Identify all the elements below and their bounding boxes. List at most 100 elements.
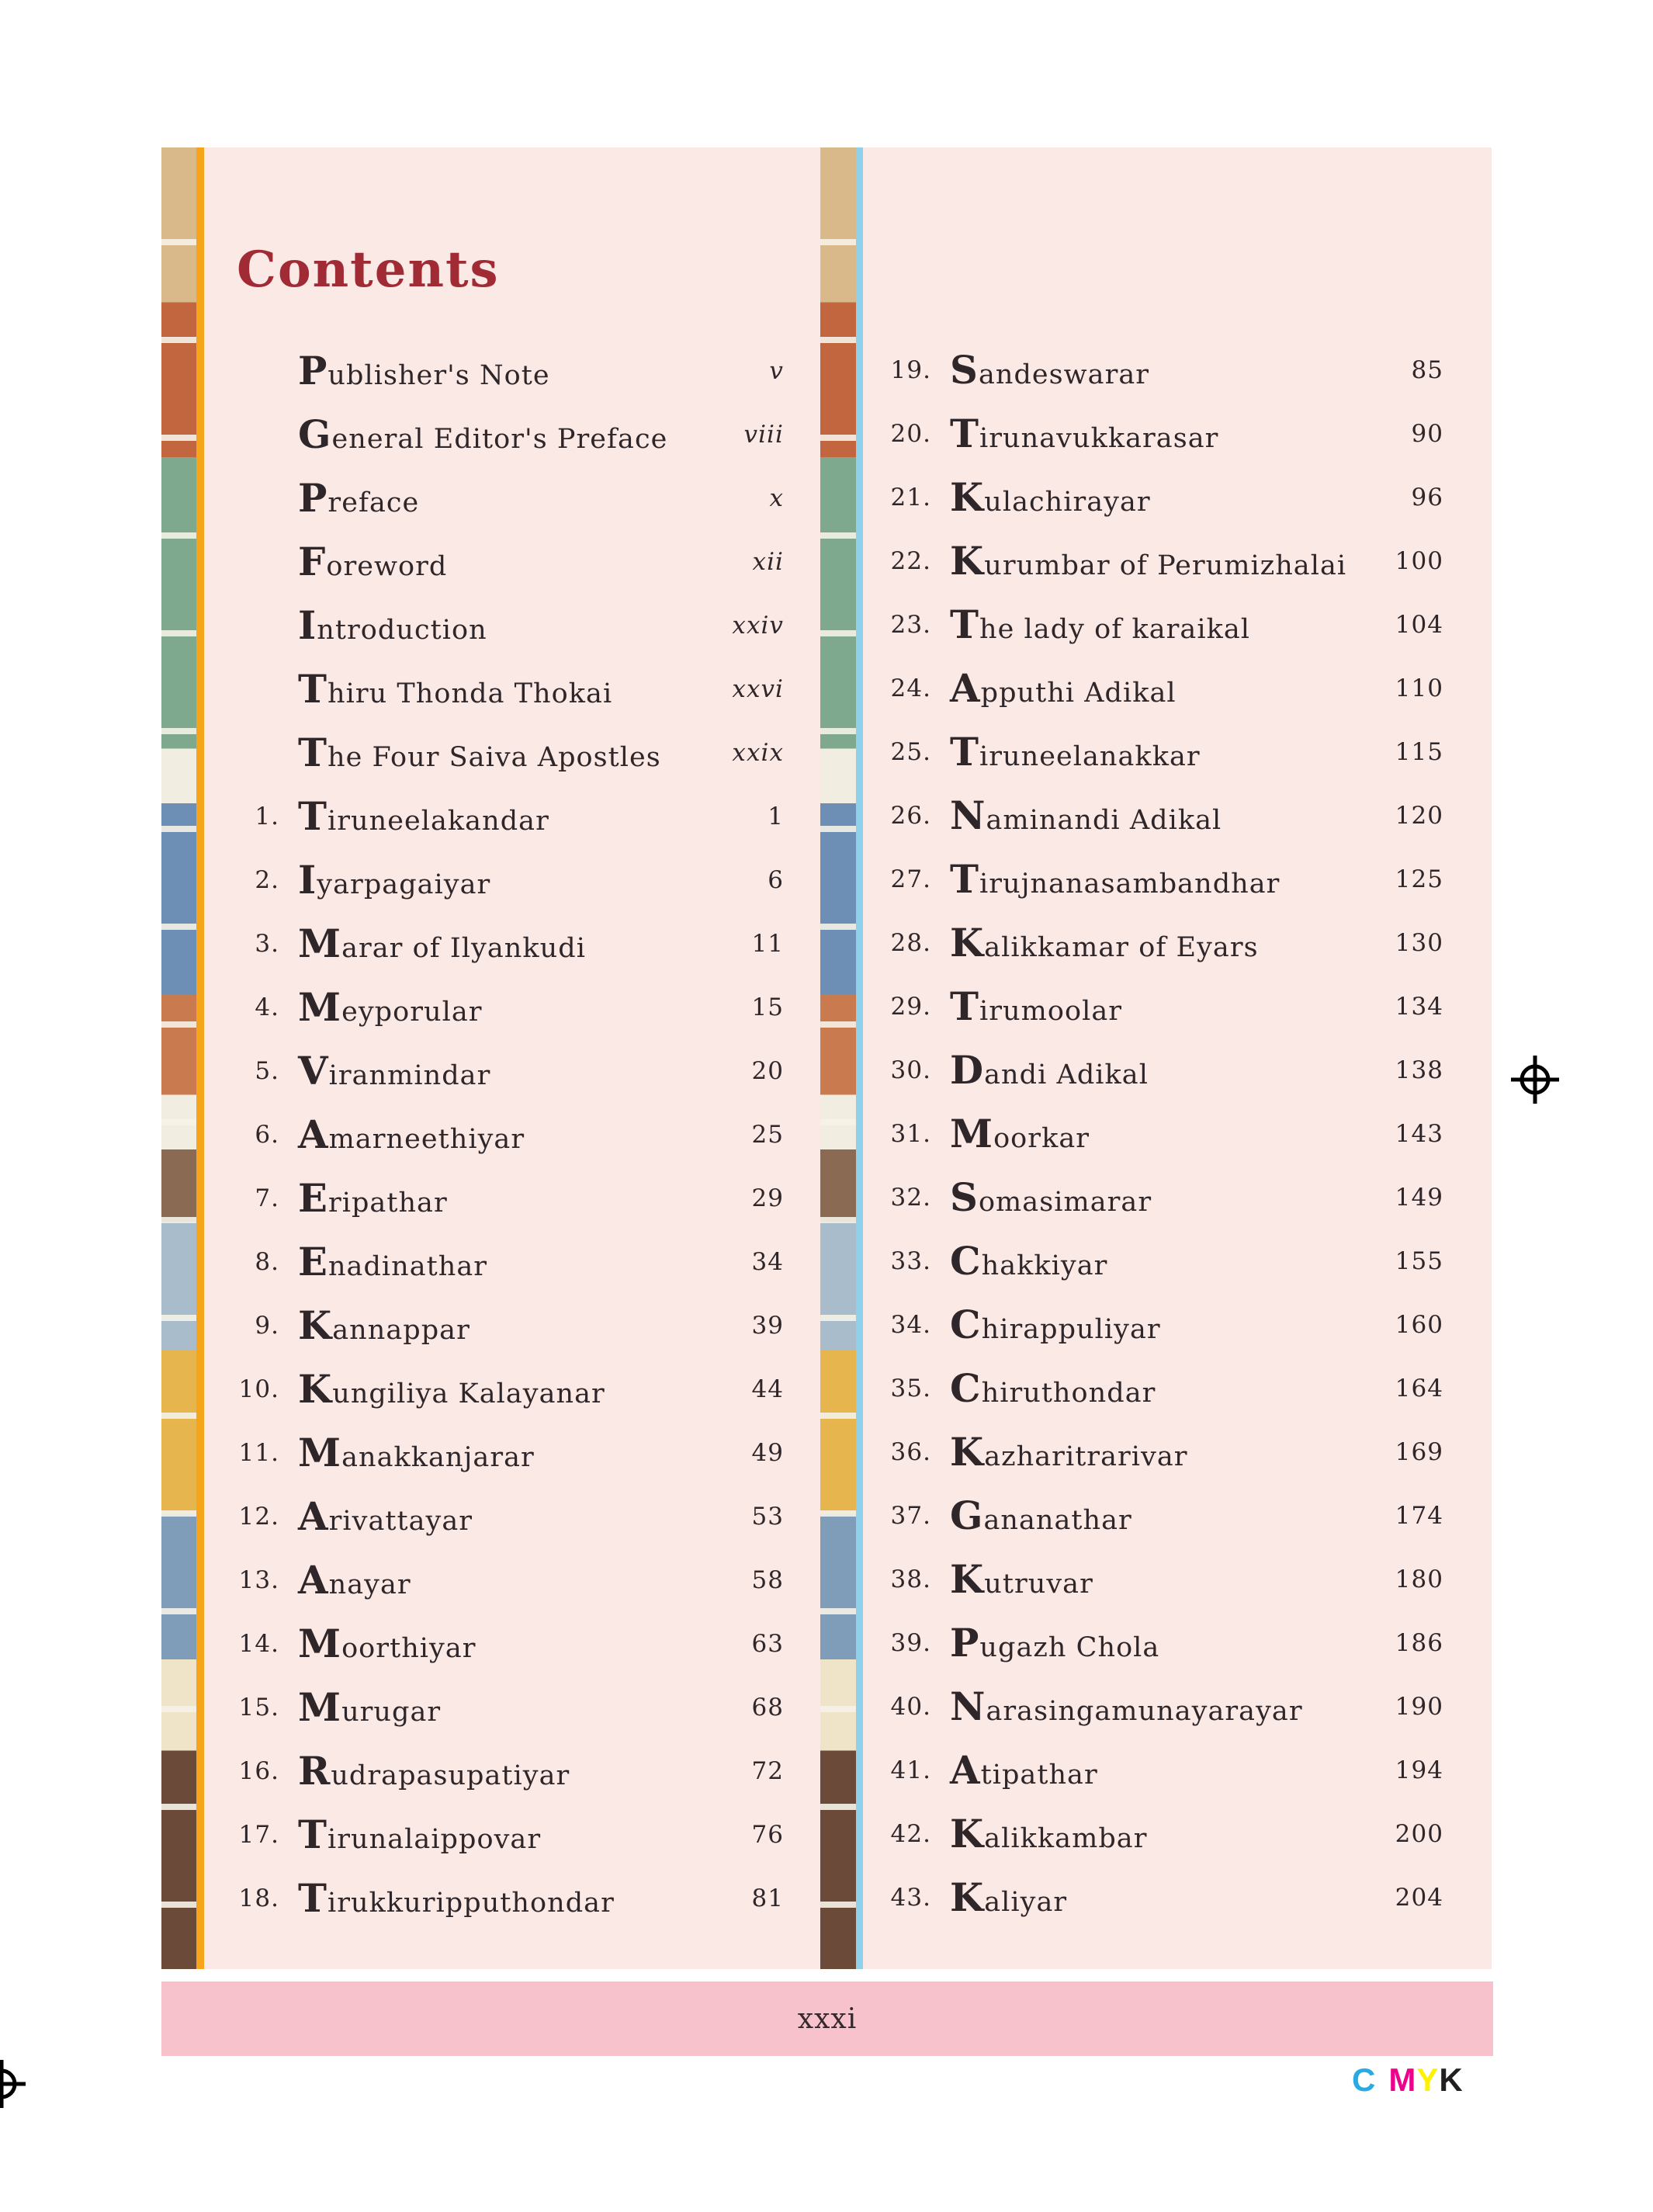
entry-page-number: 138: [1395, 1056, 1443, 1084]
entry-number: 22.: [890, 547, 931, 575]
entry-number: 35.: [890, 1375, 931, 1402]
toc-entry: 10. Kungiliya Kalayanar 44: [233, 1357, 784, 1421]
entry-title: Gananathar: [950, 1493, 1132, 1539]
entry-page-number: 11: [751, 930, 784, 958]
entry-number: 20.: [890, 420, 931, 448]
entry-page-number: x: [769, 484, 784, 512]
entry-number: 31.: [890, 1120, 931, 1148]
entry-page-number: 20: [751, 1057, 784, 1085]
entry-number: 42.: [890, 1820, 931, 1848]
entry-title: Apputhi Adikal: [950, 665, 1177, 712]
entry-number: 23.: [890, 611, 931, 639]
entry-title: Kaliyar: [950, 1874, 1068, 1921]
toc-entry: 34. Chirappuliyar 160: [883, 1293, 1443, 1357]
folio-page-number: xxxi: [797, 2002, 858, 2035]
entry-number: 27.: [890, 865, 931, 893]
toc-entry: 23. The lady of karaikal 104: [883, 593, 1443, 657]
toc-entry: 21. Kulachirayar 96: [883, 466, 1443, 529]
entry-page-number: 190: [1395, 1693, 1443, 1721]
toc-entry: 31. Moorkar 143: [883, 1102, 1443, 1166]
toc-entry: 9. Kannappar 39: [233, 1294, 784, 1357]
entry-title: Manakkanjarar: [298, 1430, 535, 1476]
toc-entry: 26. Naminandi Adikal 120: [883, 784, 1443, 848]
entry-number: 37.: [890, 1502, 931, 1530]
toc-entry: 39. Pugazh Chola 186: [883, 1611, 1443, 1675]
toc-entry: 22. Kurumbar of Perumizhalai 100: [883, 529, 1443, 593]
entry-title: Narasingamunayarayar: [950, 1683, 1303, 1730]
toc-entry: 4. Meyporular 15: [233, 976, 784, 1039]
entry-page-number: 160: [1395, 1311, 1443, 1339]
toc-entry: 29. Tirumoolar 134: [883, 975, 1443, 1038]
entry-number: 24.: [890, 674, 931, 702]
entry-page-number: 81: [751, 1884, 784, 1912]
toc-entry: 35. Chiruthondar 164: [883, 1357, 1443, 1420]
cmyk-y-letter: Y: [1416, 2061, 1440, 2098]
entry-page-number: 49: [751, 1439, 784, 1467]
entry-title: Somasimarar: [950, 1174, 1152, 1221]
entry-page-number: 200: [1395, 1820, 1443, 1848]
entry-number: 8.: [255, 1248, 279, 1276]
decorative-strip-left: [161, 147, 196, 1969]
entry-page-number: 29: [751, 1184, 784, 1212]
toc-entry: 2. Iyarpagaiyar 6: [233, 848, 784, 912]
entry-number: 17.: [238, 1821, 279, 1849]
entry-title: Kulachirayar: [950, 474, 1151, 521]
entry-page-number: 134: [1395, 993, 1443, 1021]
entry-title: Atipathar: [950, 1747, 1098, 1794]
toc-entry: 40. Narasingamunayarayar 190: [883, 1675, 1443, 1739]
entry-page-number: 204: [1395, 1884, 1443, 1912]
entry-page-number: v: [769, 357, 784, 385]
entry-title: Murugar: [298, 1684, 442, 1731]
footer-bar: xxxi: [161, 1981, 1493, 2056]
entry-title: Kalikkamar of Eyars: [950, 920, 1259, 966]
entry-number: 2.: [255, 866, 279, 894]
entry-number: 18.: [238, 1884, 279, 1912]
strip-accent-blue-line: [856, 147, 863, 1969]
entry-page-number: 130: [1395, 929, 1443, 957]
entry-number: 5.: [255, 1057, 279, 1085]
entry-page-number: 186: [1395, 1629, 1443, 1657]
entry-page-number: 85: [1411, 356, 1443, 384]
entry-number: 4.: [255, 993, 279, 1021]
toc-entry: 25. Tiruneelanakkar 115: [883, 720, 1443, 784]
entry-title: Tirukkuripputhondar: [298, 1875, 615, 1922]
entry-title: Kannappar: [298, 1302, 470, 1349]
entry-page-number: 110: [1395, 674, 1443, 702]
entry-page-number: 143: [1395, 1120, 1443, 1148]
entry-number: 19.: [890, 356, 931, 384]
toc-entry: Thiru Thonda Thokai xxvi: [233, 657, 784, 721]
entry-page-number: 169: [1395, 1438, 1443, 1466]
entry-page-number: 58: [751, 1566, 784, 1594]
entry-number: 3.: [255, 930, 279, 958]
entry-number: 7.: [255, 1184, 279, 1212]
entry-number: 10.: [238, 1375, 279, 1403]
cmyk-m-letter: M: [1388, 2061, 1417, 2098]
entry-number: 16.: [238, 1757, 279, 1785]
toc-entry: 42. Kalikkambar 200: [883, 1802, 1443, 1866]
registration-mark-bottom-left-icon: [0, 2060, 26, 2108]
entry-title: Kurumbar of Perumizhalai: [950, 538, 1347, 584]
toc-entry: 7. Eripathar 29: [233, 1167, 784, 1230]
entry-page-number: 180: [1395, 1565, 1443, 1593]
entry-title: Naminandi Adikal: [950, 792, 1222, 839]
entry-title: Amarneethiyar: [298, 1111, 525, 1158]
toc-entry: 43. Kaliyar 204: [883, 1866, 1443, 1929]
entry-number: 12.: [238, 1503, 279, 1531]
entry-title: Viranmindar: [298, 1048, 491, 1094]
entry-title: The Four Saiva Apostles: [298, 730, 661, 776]
entry-page-number: 63: [751, 1630, 784, 1658]
toc-entry: 16. Rudrapasupatiyar 72: [233, 1739, 784, 1803]
entry-number: 28.: [890, 929, 931, 957]
entry-title: Eripathar: [298, 1175, 448, 1222]
toc-entry: 41. Atipathar 194: [883, 1739, 1443, 1802]
entry-page-number: xxix: [732, 739, 784, 767]
toc-entry: 15. Murugar 68: [233, 1676, 784, 1739]
entry-page-number: 39: [751, 1312, 784, 1340]
entry-title: Dandi Adikal: [950, 1047, 1149, 1094]
entry-number: 13.: [238, 1566, 279, 1594]
entry-page-number: 104: [1395, 611, 1443, 639]
entry-title: Marar of Ilyankudi: [298, 921, 586, 967]
entry-page-number: 125: [1395, 865, 1443, 893]
entry-number: 26.: [890, 802, 931, 830]
